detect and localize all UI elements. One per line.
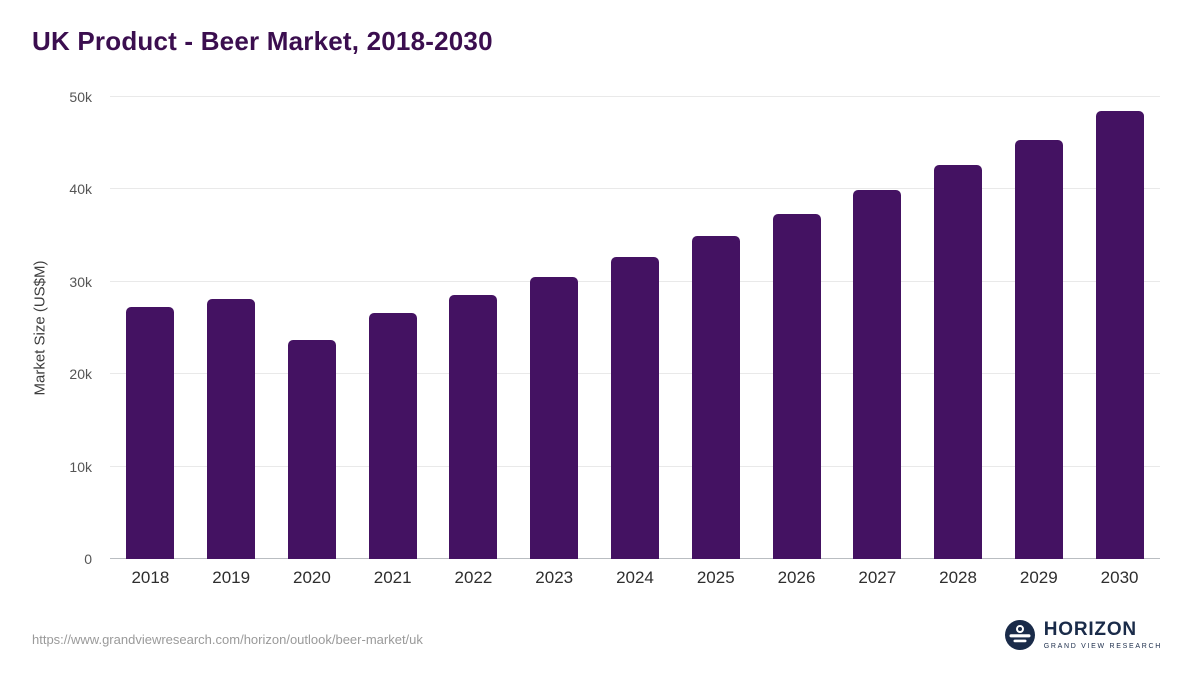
bar-2020 bbox=[287, 340, 336, 559]
plot-area bbox=[110, 96, 1160, 559]
bar-2019 bbox=[207, 299, 256, 559]
y-tick-label: 10k bbox=[69, 458, 92, 475]
bar-2026 bbox=[772, 214, 821, 559]
bar-slot bbox=[998, 97, 1079, 559]
bar-slot bbox=[110, 97, 191, 559]
gridline bbox=[110, 96, 1160, 97]
x-tick-label: 2020 bbox=[293, 568, 331, 587]
bar-2024 bbox=[610, 256, 659, 559]
bar-2021 bbox=[368, 313, 417, 559]
bar-slot bbox=[352, 97, 433, 559]
logo-name: HORIZON bbox=[1043, 619, 1137, 640]
bar-slot bbox=[595, 97, 676, 559]
bar-slot bbox=[433, 97, 514, 559]
gridline bbox=[110, 188, 1160, 190]
bar-slot bbox=[272, 97, 353, 559]
bar-slot bbox=[837, 97, 918, 559]
x-axis: 2018 2019 2020 2021 2022 2023 2024 2025 2026 2027… bbox=[110, 568, 1160, 588]
bar-slot bbox=[1079, 97, 1160, 559]
x-tick-label: 2026 bbox=[777, 568, 816, 587]
x-tick-label: 2019 bbox=[212, 568, 251, 587]
bars-row bbox=[110, 97, 1160, 559]
y-tick-label: 20k bbox=[69, 366, 92, 383]
source-url: https://www.grandviewresearch.com/horizo… bbox=[32, 632, 423, 647]
x-tick-label: 2023 bbox=[535, 568, 574, 587]
bar-slot bbox=[756, 97, 837, 559]
y-axis: 0 10k 20k 30k 40k 50k bbox=[0, 89, 100, 567]
x-tick-label: 2030 bbox=[1100, 568, 1139, 587]
bar-2028 bbox=[934, 165, 983, 559]
bar-slot bbox=[918, 97, 999, 559]
bar-2030 bbox=[1095, 110, 1144, 559]
logo-subtitle: GRAND VIEW RESEARCH bbox=[1043, 642, 1162, 650]
bar-2022 bbox=[449, 294, 498, 559]
x-tick-label: 2028 bbox=[939, 568, 977, 587]
y-tick-label: 30k bbox=[69, 273, 92, 290]
bar-2018 bbox=[126, 306, 175, 559]
x-tick-label: 2024 bbox=[616, 568, 654, 587]
x-tick-label: 2025 bbox=[696, 568, 735, 587]
bar-2029 bbox=[1014, 139, 1063, 559]
x-tick-label: 2027 bbox=[858, 568, 897, 587]
bar-slot bbox=[191, 97, 272, 559]
y-tick-label: 50k bbox=[69, 89, 92, 105]
logo-text: HORIZON GRAND VIEW RESEARCH bbox=[1043, 619, 1162, 651]
logo: HORIZON GRAND VIEW RESEARCH bbox=[1004, 619, 1162, 651]
x-tick-label: 2021 bbox=[373, 568, 412, 587]
y-tick-label: 40k bbox=[69, 181, 92, 198]
bar-slot bbox=[514, 97, 595, 559]
chart-title: UK Product - Beer Market, 2018-2030 bbox=[32, 26, 493, 56]
y-tick-label: 0 bbox=[84, 551, 92, 567]
x-tick-label: 2022 bbox=[454, 568, 493, 587]
x-tick-label: 2029 bbox=[1019, 568, 1058, 587]
bar-slot bbox=[675, 97, 756, 559]
horizon-logo-icon bbox=[1004, 620, 1035, 651]
bar-2025 bbox=[691, 235, 740, 559]
x-tick-label: 2018 bbox=[131, 568, 170, 587]
bar-2023 bbox=[530, 277, 579, 559]
bar-2027 bbox=[853, 190, 902, 559]
